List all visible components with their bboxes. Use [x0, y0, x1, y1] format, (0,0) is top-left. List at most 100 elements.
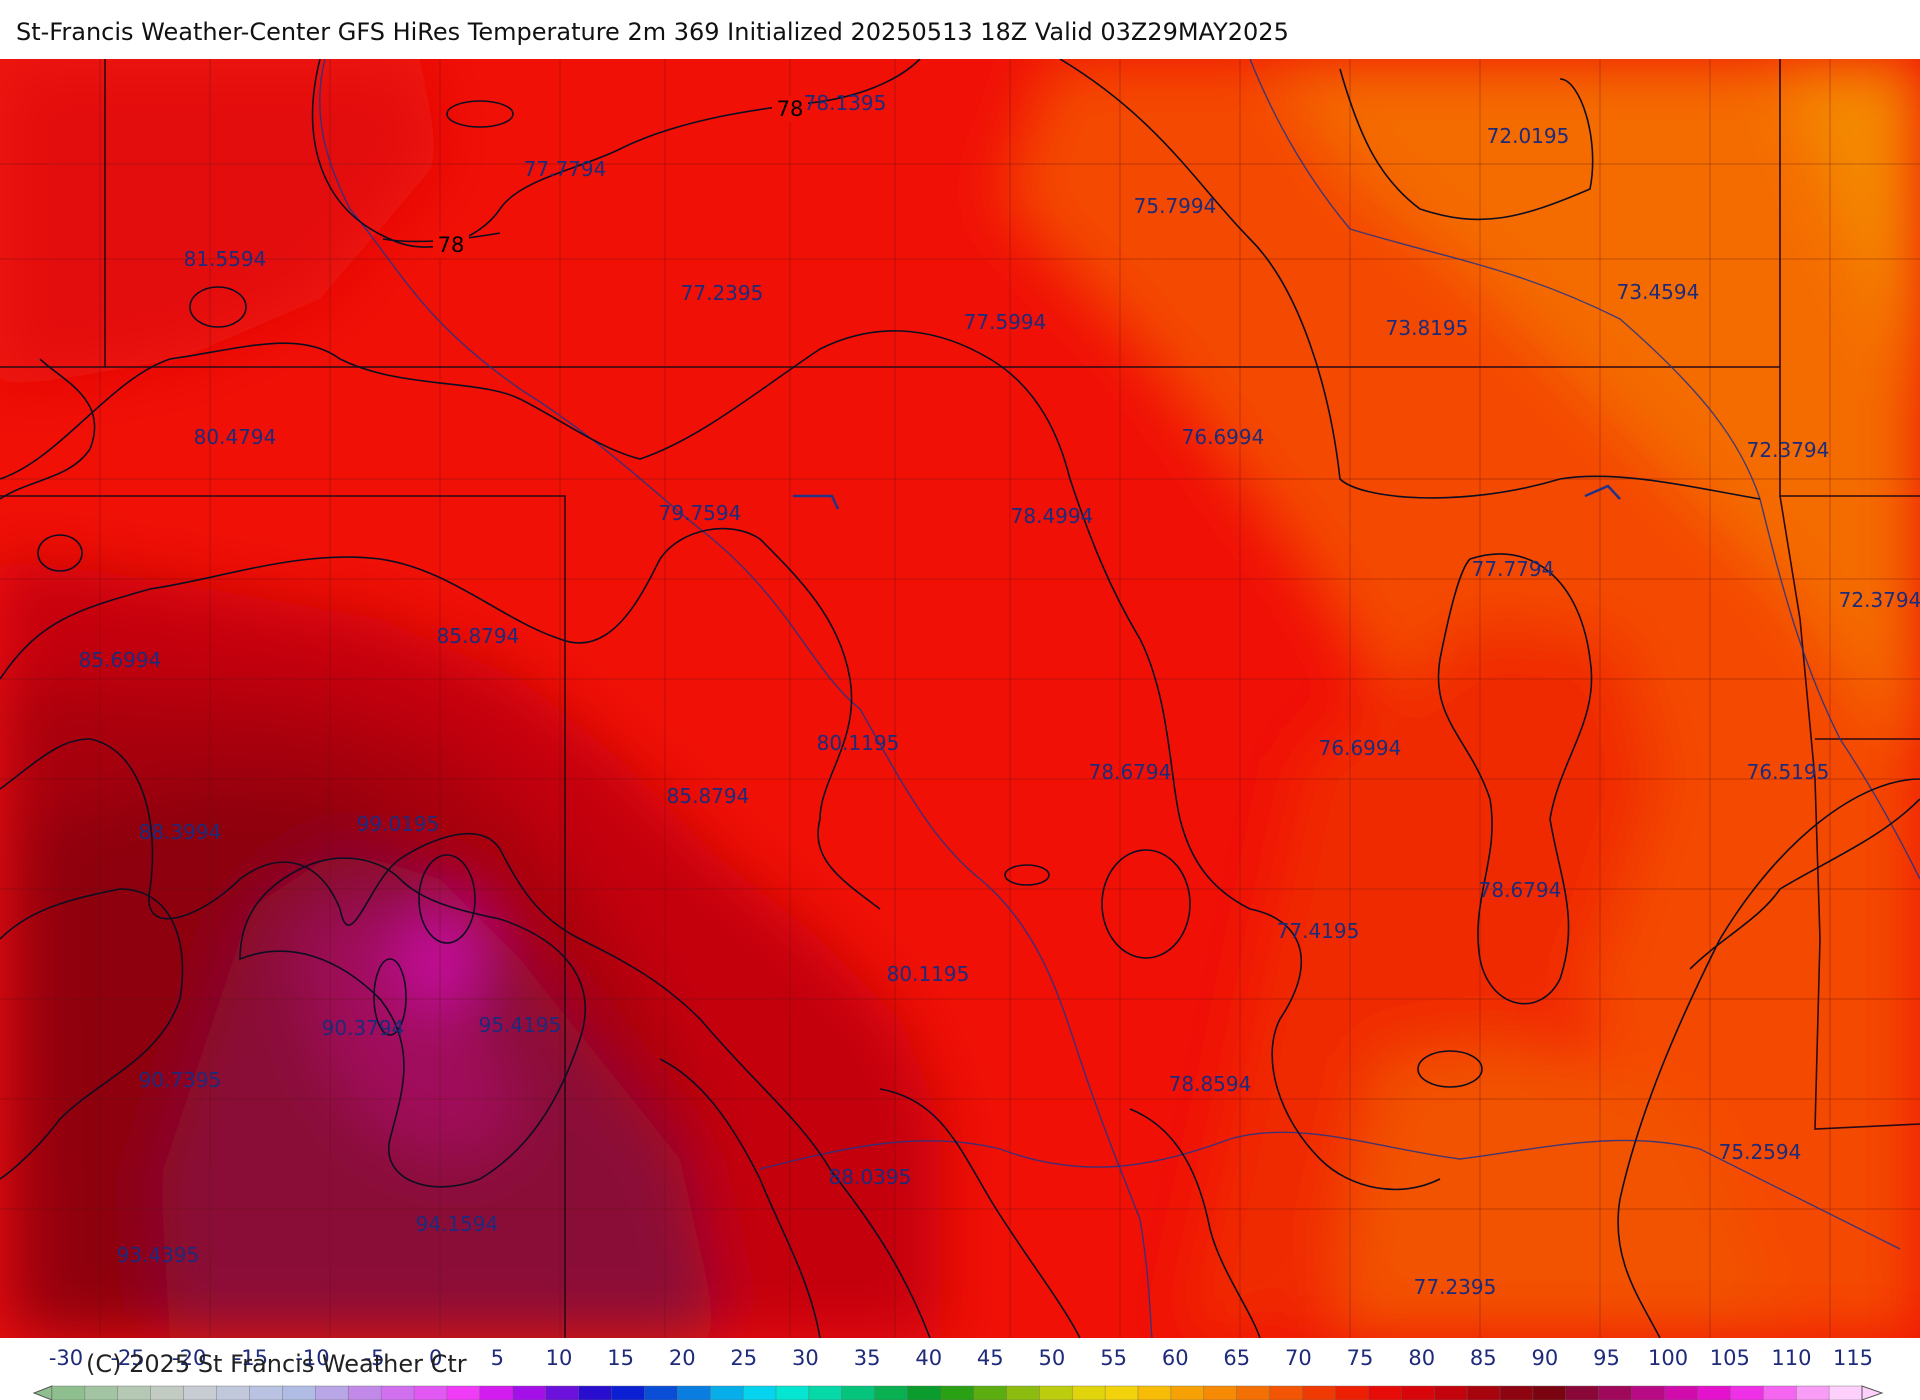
scale-tick-label: 105 [1710, 1346, 1750, 1370]
temperature-shading [0, 59, 1920, 1338]
scale-swatch [1664, 1385, 1699, 1400]
scale-swatch [1499, 1385, 1534, 1400]
scale-swatch [51, 1385, 86, 1400]
scale-swatch [347, 1385, 382, 1400]
scale-tick-label: 25 [730, 1346, 757, 1370]
scale-tick-label: 0 [429, 1346, 442, 1370]
wind-barbs [793, 484, 1621, 510]
scale-tick-label: 115 [1833, 1346, 1873, 1370]
scale-swatch [677, 1385, 711, 1400]
scale-swatch [841, 1385, 876, 1400]
scale-tick-label: -30 [49, 1346, 83, 1370]
scale-swatch [413, 1385, 448, 1400]
temperature-map: 78 78 78.1395 77.7794 75.7994 72.0195 81.5594… [0, 59, 1920, 1338]
color-scale-swatches [32, 1385, 1884, 1400]
scale-swatch [1302, 1385, 1337, 1400]
point-value-label: 78.1395 [804, 91, 887, 115]
scale-swatch [808, 1385, 843, 1400]
point-value-label: 78.4994 [1011, 504, 1094, 528]
scale-tick-label: 55 [1100, 1346, 1127, 1370]
point-value-label: 88.0395 [829, 1165, 912, 1189]
scale-swatch [1170, 1385, 1205, 1400]
contour-label: 78 [438, 233, 465, 257]
scale-swatch [1006, 1385, 1040, 1400]
scale-arrow-low [32, 1385, 53, 1400]
scale-swatch [1763, 1385, 1797, 1400]
scale-swatch [117, 1385, 152, 1400]
scale-tick-label: -10 [295, 1346, 329, 1370]
point-value-label: 99.0195 [357, 812, 440, 836]
temp-zone-105 [300, 899, 520, 1159]
point-value-label: 72.3794 [1839, 588, 1920, 612]
scale-tick-label: 15 [607, 1346, 634, 1370]
scale-tick-label: -25 [110, 1346, 144, 1370]
point-value-label: 77.2395 [681, 281, 764, 305]
point-value-label: 81.5594 [184, 247, 267, 271]
scale-swatch [1433, 1385, 1468, 1400]
scale-tick-label: 40 [915, 1346, 942, 1370]
contour-labels: 78 78 [433, 96, 808, 258]
color-scale-bar: -30 -25 -20 -15 -10 -5 0 5 10 15 20 25 30 35 40 45 50 55 6… [32, 1346, 1884, 1400]
point-value-label: 75.7994 [1134, 194, 1217, 218]
state-boundaries [0, 59, 1920, 1338]
scale-swatch [1203, 1385, 1238, 1400]
point-value-labels: 78.1395 77.7794 75.7994 72.0195 81.5594 77.23… [79, 91, 1920, 1299]
scale-tick-label: 80 [1408, 1346, 1435, 1370]
scale-swatch [512, 1385, 547, 1400]
point-value-label: 78.6794 [1479, 878, 1562, 902]
scale-tick-label: 70 [1285, 1346, 1312, 1370]
scale-tick-label: 100 [1648, 1346, 1688, 1370]
point-value-label: 77.4195 [1277, 919, 1360, 943]
scale-tick-label: -5 [364, 1346, 385, 1370]
temp-zone-70-ne [1780, 59, 1920, 389]
point-value-label: 80.1195 [887, 962, 970, 986]
point-value-label: 75.2594 [1719, 1140, 1802, 1164]
scale-tick-label: 90 [1532, 1346, 1559, 1370]
scale-tick-label: 60 [1162, 1346, 1189, 1370]
scale-swatch [84, 1385, 119, 1400]
scale-swatch [1071, 1385, 1106, 1400]
scale-swatch [578, 1385, 613, 1400]
point-value-label: 77.5994 [964, 310, 1047, 334]
scale-swatch [282, 1385, 316, 1400]
contour-label-background [772, 96, 808, 122]
point-value-label: 73.4594 [1617, 280, 1700, 304]
temp-zone-72-ne [1270, 59, 1920, 759]
point-value-label: 77.7794 [1472, 557, 1555, 581]
scale-swatch [1466, 1385, 1501, 1400]
scale-swatch [1269, 1385, 1304, 1400]
scale-tick-label: -15 [234, 1346, 268, 1370]
point-value-label: 85.8794 [437, 624, 520, 648]
point-value-label: 73.8195 [1386, 316, 1469, 340]
map-title: St-Francis Weather-Center GFS HiRes Temp… [16, 18, 1289, 46]
scale-swatch [380, 1385, 415, 1400]
point-value-label: 85.8794 [667, 784, 750, 808]
scale-tick-label: 30 [792, 1346, 819, 1370]
scale-swatch [1631, 1385, 1666, 1400]
scale-swatch [611, 1385, 646, 1400]
scale-swatch [1795, 1385, 1830, 1400]
scale-tick-label: 110 [1771, 1346, 1811, 1370]
scale-tick-label: 65 [1223, 1346, 1250, 1370]
scale-swatch [1401, 1385, 1435, 1400]
isotherm-contours [0, 59, 1920, 1338]
point-value-label: 76.6994 [1319, 736, 1402, 760]
scale-swatch [742, 1385, 777, 1400]
point-value-label: 72.0195 [1487, 124, 1570, 148]
point-value-label: 80.4794 [194, 425, 277, 449]
scale-swatch [249, 1385, 284, 1400]
scale-swatch [874, 1385, 909, 1400]
scale-swatch [1697, 1385, 1732, 1400]
scale-swatch [1236, 1385, 1271, 1400]
point-value-label: 72.3794 [1747, 438, 1830, 462]
copyright-text: (C) 2025 St Francis Weather Ctr [86, 1350, 467, 1378]
scale-swatch [545, 1385, 580, 1400]
scale-swatch [183, 1385, 218, 1400]
point-value-label: 90.3794 [322, 1016, 405, 1040]
point-value-label: 79.7594 [659, 501, 742, 525]
scale-tick-label: 45 [977, 1346, 1004, 1370]
scale-swatch [1828, 1385, 1863, 1400]
scale-swatch [1532, 1385, 1567, 1400]
temp-zone-80-nw [0, 59, 440, 389]
scale-swatch [1598, 1385, 1633, 1400]
